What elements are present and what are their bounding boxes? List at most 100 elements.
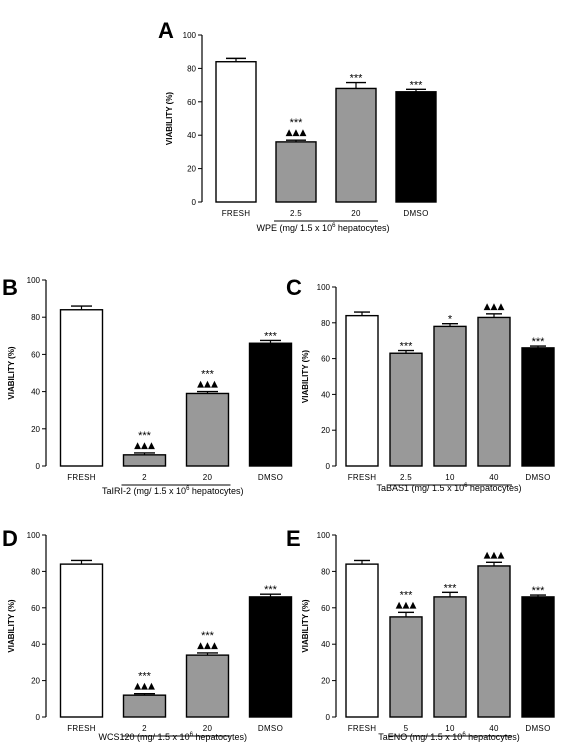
category-label: 40 <box>489 724 499 733</box>
category-label: 20 <box>203 724 213 733</box>
category-label: 20 <box>203 473 213 482</box>
y-tick-label: 80 <box>321 567 330 576</box>
significance-stars: *** <box>350 73 364 85</box>
y-tick-label: 60 <box>321 604 330 613</box>
y-tick-label: 40 <box>31 640 40 649</box>
bar-dmso <box>248 342 293 467</box>
y-tick-label: 40 <box>321 390 330 399</box>
bar-40 <box>477 565 511 718</box>
category-label: 2 <box>142 473 147 482</box>
bar-2 <box>122 454 167 467</box>
y-tick-label: 0 <box>36 462 41 471</box>
y-tick-label: 40 <box>187 131 196 140</box>
y-axis-label: VIABILITY (%) <box>7 346 16 400</box>
x-axis-label: WPE (mg/ 1.5 x 106 hepatocytes) <box>257 223 390 233</box>
y-tick-label: 40 <box>321 640 330 649</box>
y-tick-label: 20 <box>321 677 330 686</box>
y-tick-label: 100 <box>317 283 331 292</box>
category-label: DMSO <box>525 724 550 733</box>
y-tick-label: 60 <box>31 604 40 613</box>
bar-fresh <box>59 563 104 718</box>
y-axis-label: VIABILITY (%) <box>301 599 310 653</box>
panel-letter: D <box>2 526 18 551</box>
significance-triangles: ▲▲▲ <box>197 380 218 390</box>
x-axis-label: TaENO (mg/ 1.5 x 106 hepatocytes) <box>378 732 519 742</box>
y-tick-label: 100 <box>27 531 41 540</box>
y-axis-label: VIABILITY (%) <box>301 350 310 404</box>
panel-letter: B <box>2 275 18 300</box>
category-label: 5 <box>404 724 409 733</box>
category-label: 10 <box>445 724 455 733</box>
category-label: 2.5 <box>290 209 302 218</box>
significance-stars: *** <box>138 671 152 683</box>
category-label: FRESH <box>222 209 251 218</box>
y-tick-label: 60 <box>187 98 196 107</box>
bar-2.5 <box>275 141 317 203</box>
category-label: FRESH <box>348 473 377 482</box>
bar-40 <box>477 316 511 467</box>
bar-20 <box>335 87 377 203</box>
bar-fresh <box>59 309 104 467</box>
y-tick-label: 40 <box>31 388 40 397</box>
y-tick-label: 0 <box>192 198 197 207</box>
bar-dmso <box>248 596 293 718</box>
significance-triangles: ▲▲▲ <box>286 128 307 138</box>
y-tick-label: 100 <box>317 531 331 540</box>
panel-letter: C <box>286 275 302 300</box>
bar-5 <box>389 616 423 718</box>
category-label: DMSO <box>258 724 283 733</box>
y-tick-label: 0 <box>326 713 331 722</box>
bar-2.5 <box>389 352 423 467</box>
bar-fresh <box>345 314 379 467</box>
y-tick-label: 60 <box>321 355 330 364</box>
x-axis-label: TaBAS1 (mg/ 1.5 x 106 hepatocytes) <box>377 483 522 493</box>
significance-stars: * <box>448 314 453 326</box>
significance-stars: *** <box>532 585 546 597</box>
significance-triangles: ▲▲▲ <box>134 682 155 692</box>
significance-stars: *** <box>400 341 414 353</box>
significance-stars: *** <box>532 336 546 348</box>
bar-20 <box>185 654 230 718</box>
panel-letter: A <box>158 18 174 43</box>
y-tick-label: 80 <box>321 319 330 328</box>
x-axis-label: WCS120 (mg/ 1.5 x 106 hepatocytes) <box>99 732 247 742</box>
category-label: FRESH <box>348 724 377 733</box>
category-label: 2 <box>142 724 147 733</box>
category-label: 10 <box>445 473 455 482</box>
bar-dmso <box>395 91 437 203</box>
y-axis-label: VIABILITY (%) <box>165 92 174 146</box>
y-tick-label: 20 <box>31 677 40 686</box>
category-label: DMSO <box>403 209 428 218</box>
bar-dmso <box>521 596 555 718</box>
category-label: 2.5 <box>400 473 412 482</box>
significance-stars: *** <box>290 117 304 129</box>
category-label: FRESH <box>67 724 96 733</box>
panel-c: C 0 20 40 60 80 100 VIABILITY (%) FRESH *** 2.5 * 10… <box>286 275 555 493</box>
y-tick-label: 20 <box>31 425 40 434</box>
significance-stars: *** <box>264 584 278 596</box>
y-tick-label: 80 <box>31 567 40 576</box>
significance-stars: *** <box>138 430 152 442</box>
bar-fresh <box>345 563 379 718</box>
significance-triangles: ▲▲▲ <box>197 641 218 651</box>
x-axis-label: TaIRI-2 (mg/ 1.5 x 106 hepatocytes) <box>102 486 243 496</box>
significance-stars: *** <box>264 330 278 342</box>
significance-stars: *** <box>400 589 414 601</box>
significance-triangles: ▲▲▲ <box>484 550 505 560</box>
category-label: 20 <box>351 209 361 218</box>
significance-stars: *** <box>410 79 424 91</box>
bar-10 <box>433 596 467 718</box>
y-tick-label: 60 <box>31 350 40 359</box>
y-tick-label: 100 <box>27 276 41 285</box>
y-tick-label: 20 <box>321 426 330 435</box>
y-tick-label: 80 <box>187 64 196 73</box>
bar-2 <box>122 694 167 718</box>
bar-fresh <box>215 61 257 203</box>
significance-triangles: ▲▲▲ <box>134 441 155 451</box>
bar-20 <box>185 392 230 467</box>
